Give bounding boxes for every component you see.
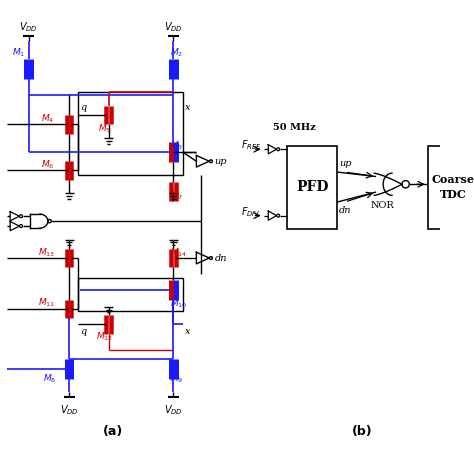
Text: $M_{13}$: $M_{13}$ bbox=[38, 246, 55, 259]
Text: NOR: NOR bbox=[371, 201, 394, 210]
Text: (b): (b) bbox=[352, 425, 373, 438]
Text: dn: dn bbox=[214, 254, 227, 263]
Text: up: up bbox=[339, 159, 352, 168]
Text: $M_9$: $M_9$ bbox=[170, 373, 183, 385]
Text: (a): (a) bbox=[103, 425, 124, 438]
Polygon shape bbox=[39, 214, 48, 228]
Text: 50 MHz: 50 MHz bbox=[273, 123, 316, 132]
Text: $M_6$: $M_6$ bbox=[42, 159, 55, 171]
Text: q: q bbox=[80, 327, 86, 336]
Text: $V_{DD}$: $V_{DD}$ bbox=[19, 20, 38, 34]
Text: $M_3$: $M_3$ bbox=[170, 139, 183, 152]
Text: $M_7$: $M_7$ bbox=[170, 189, 183, 201]
Text: $M_2$: $M_2$ bbox=[170, 46, 183, 59]
Text: $M_{12}$: $M_{12}$ bbox=[96, 330, 113, 343]
Bar bbox=[78, 278, 182, 310]
Text: $M_1$: $M_1$ bbox=[12, 46, 25, 59]
Text: $M_4$: $M_4$ bbox=[42, 113, 55, 125]
Text: q: q bbox=[80, 103, 86, 112]
Text: $M_{14}$: $M_{14}$ bbox=[170, 246, 187, 259]
Bar bbox=[287, 146, 337, 228]
Text: TDC: TDC bbox=[440, 189, 466, 200]
Text: $V_{DD}$: $V_{DD}$ bbox=[60, 403, 79, 417]
Text: $V_{DD}$: $V_{DD}$ bbox=[164, 20, 182, 34]
Text: $M_5$: $M_5$ bbox=[98, 123, 111, 135]
Text: PFD: PFD bbox=[296, 180, 328, 194]
Text: up: up bbox=[214, 157, 227, 166]
Text: x: x bbox=[185, 327, 191, 336]
Bar bbox=[78, 92, 182, 175]
Text: $M_8$: $M_8$ bbox=[43, 373, 56, 385]
Polygon shape bbox=[374, 173, 402, 195]
Text: $F_{REF}$: $F_{REF}$ bbox=[241, 139, 261, 153]
Text: dn: dn bbox=[339, 206, 352, 215]
Text: $M_{10}$: $M_{10}$ bbox=[170, 298, 187, 310]
Bar bbox=[428, 146, 474, 228]
Text: $V_{DD}$: $V_{DD}$ bbox=[164, 403, 182, 417]
Text: Coarse: Coarse bbox=[432, 174, 474, 185]
Text: $M_{11}$: $M_{11}$ bbox=[38, 297, 55, 310]
Text: $F_{DIV}$: $F_{DIV}$ bbox=[241, 205, 261, 219]
Text: x: x bbox=[185, 103, 191, 112]
